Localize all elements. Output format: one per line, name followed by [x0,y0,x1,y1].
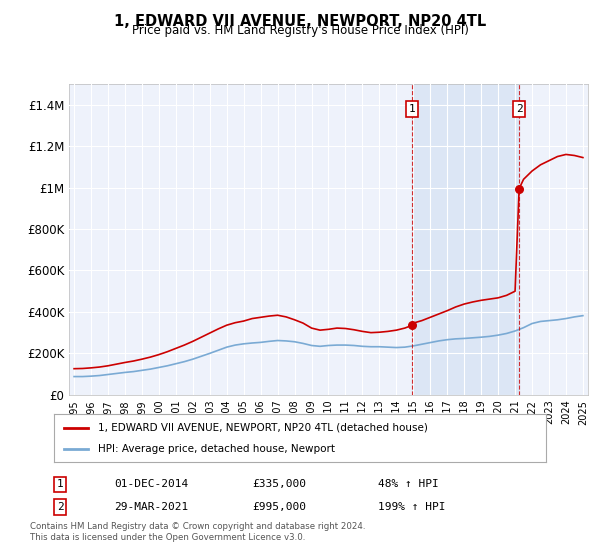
Text: 1, EDWARD VII AVENUE, NEWPORT, NP20 4TL (detached house): 1, EDWARD VII AVENUE, NEWPORT, NP20 4TL … [98,423,428,433]
Text: Contains HM Land Registry data © Crown copyright and database right 2024.: Contains HM Land Registry data © Crown c… [30,522,365,531]
Bar [412,84,519,395]
Text: £335,000: £335,000 [252,479,306,489]
Text: This data is licensed under the Open Government Licence v3.0.: This data is licensed under the Open Gov… [30,533,305,542]
Text: 48% ↑ HPI: 48% ↑ HPI [378,479,439,489]
Text: 01-DEC-2014: 01-DEC-2014 [114,479,188,489]
Text: 2: 2 [516,104,523,114]
Text: 1: 1 [56,479,64,489]
Text: Price paid vs. HM Land Registry's House Price Index (HPI): Price paid vs. HM Land Registry's House … [131,24,469,36]
Text: 199% ↑ HPI: 199% ↑ HPI [378,502,445,512]
Text: HPI: Average price, detached house, Newport: HPI: Average price, detached house, Newp… [98,444,335,454]
Text: £995,000: £995,000 [252,502,306,512]
Text: 1: 1 [409,104,415,114]
Text: 1, EDWARD VII AVENUE, NEWPORT, NP20 4TL: 1, EDWARD VII AVENUE, NEWPORT, NP20 4TL [114,14,486,29]
Text: 29-MAR-2021: 29-MAR-2021 [114,502,188,512]
Text: 2: 2 [56,502,64,512]
Point [514,184,524,193]
Point [407,321,417,330]
